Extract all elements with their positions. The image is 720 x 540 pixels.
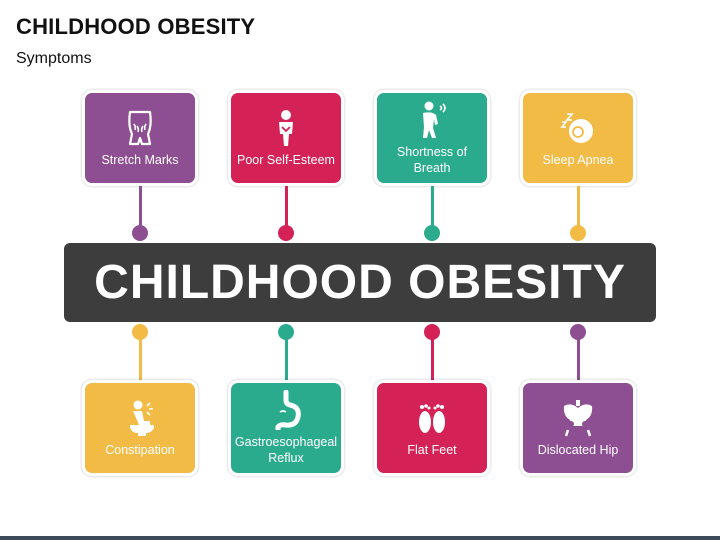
connector-dot — [424, 225, 440, 241]
connector-line — [576, 186, 580, 232]
page-subtitle: Symptoms — [16, 50, 92, 67]
symptom-label: Shortness of Breath — [396, 145, 468, 175]
symptom-label: Poor Self-Esteem — [237, 153, 335, 167]
footprints-icon — [412, 398, 452, 438]
connector-line — [284, 332, 288, 380]
torso-stretch-marks-icon — [120, 108, 160, 148]
symptom-label: Dislocated Hip — [537, 443, 619, 457]
connector-dot — [132, 225, 148, 241]
symptom-card-stretch-marks: Stretch Marks — [82, 90, 198, 186]
symptom-card-shortness-of-breath: Shortness of Breath — [374, 90, 490, 186]
central-banner: CHILDHOOD OBESITY — [64, 243, 656, 322]
connector-line — [430, 332, 434, 380]
symptom-card-constipation: Constipation — [82, 380, 198, 476]
connector-line — [576, 332, 580, 380]
symptom-label: Sleep Apnea — [542, 153, 614, 167]
pelvis-icon — [558, 398, 598, 438]
page-title: CHILDHOOD OBESITY — [16, 14, 256, 39]
connector-line — [138, 186, 142, 232]
symptom-label: Constipation — [105, 443, 175, 457]
sad-person-icon — [266, 108, 306, 148]
symptom-card-flat-feet: Flat Feet — [374, 380, 490, 476]
sleeping-face-icon — [558, 108, 598, 148]
symptom-label: Stretch Marks — [101, 153, 179, 167]
stomach-icon — [266, 390, 306, 430]
connector-line — [430, 186, 434, 232]
symptom-card-poor-self-esteem: Poor Self-Esteem — [228, 90, 344, 186]
symptom-card-dislocated-hip: Dislocated Hip — [520, 380, 636, 476]
symptom-label: Flat Feet — [407, 443, 457, 457]
connector-line — [138, 332, 142, 380]
symptom-label: Gastroesophageal Reflux — [234, 435, 338, 465]
connector-dot — [278, 225, 294, 241]
person-on-toilet-icon — [120, 398, 160, 438]
connector-line — [284, 186, 288, 232]
symptom-card-sleep-apnea: Sleep Apnea — [520, 90, 636, 186]
breathless-person-icon — [412, 100, 452, 140]
footer-bar — [0, 536, 720, 540]
symptom-card-gastroesophageal-reflux: Gastroesophageal Reflux — [228, 380, 344, 476]
connector-dot — [570, 225, 586, 241]
